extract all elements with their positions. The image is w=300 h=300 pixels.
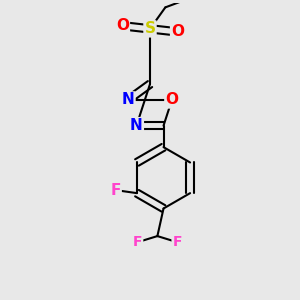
Text: O: O [171, 24, 184, 39]
Text: N: N [130, 118, 143, 133]
Text: F: F [133, 235, 142, 249]
Text: O: O [165, 92, 178, 107]
Text: N: N [122, 92, 134, 107]
Text: S: S [145, 21, 155, 36]
Text: F: F [172, 235, 182, 249]
Text: O: O [116, 18, 129, 33]
Text: F: F [110, 183, 121, 198]
